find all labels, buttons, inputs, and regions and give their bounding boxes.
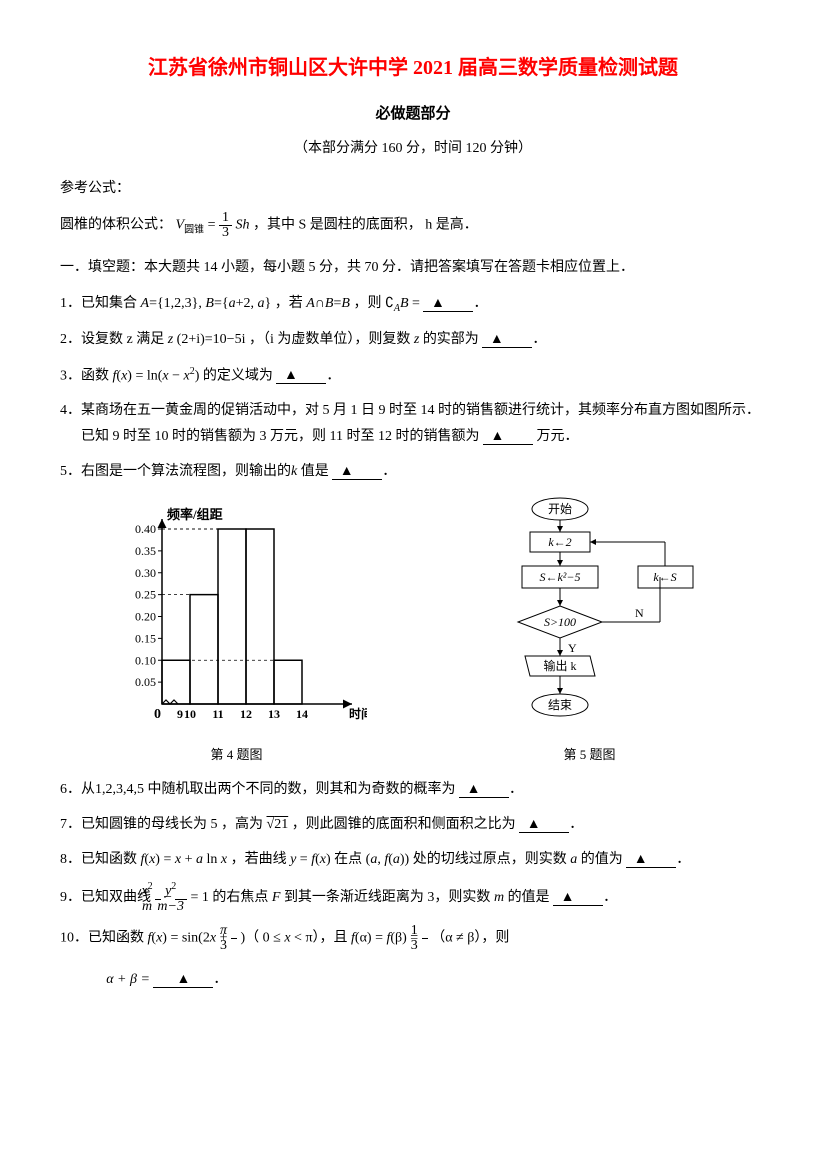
cone-formula: 圆椎的体积公式： V圆锥 = 13 Sh ，其中 S 是圆柱的底面积， h 是高… <box>60 211 766 240</box>
svg-text:0.20: 0.20 <box>135 609 156 623</box>
svg-text:0.25: 0.25 <box>135 588 156 602</box>
question-1: 1．已知集合 A={1,2,3}, B={a+2, a} ，若 A∩B=B ，则… <box>60 291 766 318</box>
question-9: 9．已知双曲线 x2m − y2m−3 = 1 的右焦点 F 到其一条渐近线距离… <box>60 882 766 914</box>
question-2: 2．设复数 z 满足 z (2+i)=10−5i ，（i 为虚数单位），则复数 … <box>60 327 766 352</box>
svg-text:0: 0 <box>154 707 161 722</box>
question-5: 5．右图是一个算法流程图，则输出的k 值是 ▲． <box>60 459 766 484</box>
histogram-svg: 频率/组距0.050.100.150.200.250.300.350.40091… <box>107 504 367 734</box>
svg-text:13: 13 <box>268 707 280 721</box>
svg-text:时间: 时间 <box>349 706 367 721</box>
section-1-heading: 一．填空题：本大题共 14 小题，每小题 5 分，共 70 分．请把答案填写在答… <box>60 255 766 280</box>
svg-text:0.35: 0.35 <box>135 544 156 558</box>
question-3: 3．函数 f(x) = ln(x − x2) 的定义域为 ▲． <box>60 363 766 389</box>
fig5-label: 第 5 题图 <box>460 743 720 766</box>
svg-text:开始: 开始 <box>547 502 571 516</box>
flowchart-figure: 开始 k←2 S←k²−5 S>100 Nk←S Y 输出 k 结束 第 5 题图 <box>460 494 720 767</box>
svg-text:S←k²−5: S←k²−5 <box>539 570 580 584</box>
flowchart-svg: 开始 k←2 S←k²−5 S>100 Nk←S Y 输出 k 结束 <box>460 494 720 734</box>
svg-text:输出 k: 输出 k <box>543 658 576 673</box>
svg-text:0.40: 0.40 <box>135 522 156 536</box>
svg-text:k←2: k←2 <box>548 535 571 549</box>
svg-text:0.30: 0.30 <box>135 566 156 580</box>
svg-text:N: N <box>635 606 644 620</box>
meta-info: （本部分满分 160 分，时间 120 分钟） <box>60 136 766 161</box>
svg-text:结束: 结束 <box>547 698 571 712</box>
svg-text:11: 11 <box>212 707 223 721</box>
svg-text:12: 12 <box>240 707 252 721</box>
question-6: 6．从1,2,3,4,5 中随机取出两个不同的数，则其和为奇数的概率为 ▲． <box>60 777 766 802</box>
question-10: 10．已知函数 f(x) = sin(2x + π3 )（ 0 ≤ x < π）… <box>60 924 766 992</box>
svg-text:0.05: 0.05 <box>135 675 156 689</box>
svg-text:9: 9 <box>177 707 183 721</box>
question-4: 4．某商场在五一黄金周的促销活动中，对 5 月 1 日 9 时至 14 时的销售… <box>60 398 766 448</box>
svg-text:0.10: 0.10 <box>135 653 156 667</box>
svg-text:k←S: k←S <box>653 570 676 584</box>
svg-text:10: 10 <box>184 707 196 721</box>
svg-text:14: 14 <box>296 707 308 721</box>
svg-text:0.15: 0.15 <box>135 631 156 645</box>
svg-text:频率/组距: 频率/组距 <box>167 507 223 522</box>
fig4-label: 第 4 题图 <box>107 743 367 766</box>
svg-text:Y: Y <box>568 641 577 655</box>
subtitle: 必做题部分 <box>60 101 766 128</box>
page-title: 江苏省徐州市铜山区大许中学 2021 届高三数学质量检测试题 <box>60 50 766 86</box>
figures-row: 频率/组距0.050.100.150.200.250.300.350.40091… <box>60 494 766 767</box>
reference-label: 参考公式： <box>60 176 766 201</box>
svg-text:S>100: S>100 <box>543 615 575 629</box>
histogram-figure: 频率/组距0.050.100.150.200.250.300.350.40091… <box>107 504 367 767</box>
question-7: 7．已知圆锥的母线长为 5 ，高为 √21 ，则此圆锥的底面积和侧面积之比为 ▲… <box>60 812 766 837</box>
question-8: 8．已知函数 f(x) = x + a ln x ，若曲线 y = f(x) 在… <box>60 847 766 872</box>
